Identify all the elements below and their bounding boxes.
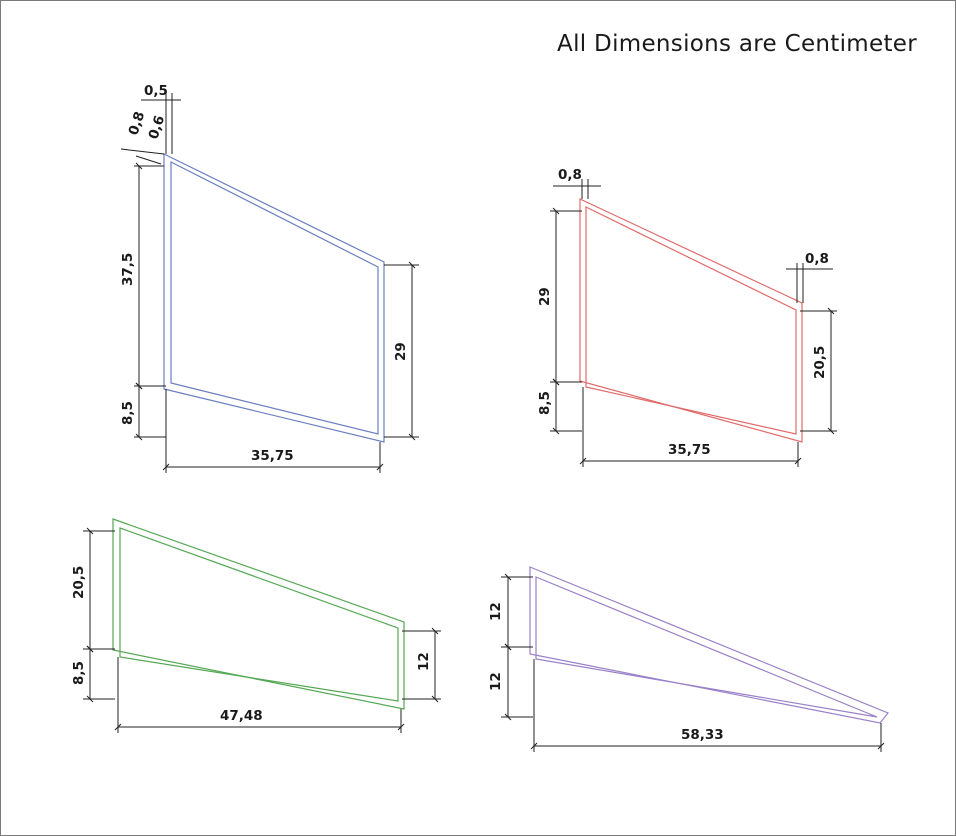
green-label-4748: 47,48 (220, 708, 263, 724)
blue-label-3575: 35,75 (251, 448, 294, 464)
purple-label-12-top: 12 (488, 602, 504, 621)
blue-outer-outline (163, 153, 385, 443)
red-label-08-right: 0,8 (805, 251, 829, 267)
red-label-85: 8,5 (537, 391, 553, 415)
blue-dim-08 (120, 148, 165, 155)
blue-label-85: 8,5 (120, 401, 136, 425)
red-label-08-left: 0,8 (558, 167, 582, 183)
blue-label-08: 0,8 (126, 110, 149, 138)
blue-profile: 0,5 0,8 0,6 37,5 8,5 29 35,75 (120, 83, 419, 473)
red-label-3575: 35,75 (668, 442, 711, 458)
red-inner-outline (585, 206, 797, 435)
purple-label-5833: 58,33 (681, 727, 724, 743)
purple-profile: 12 12 58,33 (488, 566, 889, 752)
blue-inner-outline (170, 161, 379, 435)
green-label-85: 8,5 (71, 661, 87, 685)
red-label-29: 29 (537, 287, 553, 306)
purple-inner-outline (535, 576, 878, 718)
red-profile: 0,8 0,8 29 8,5 20,5 35,75 (537, 167, 837, 467)
purple-label-12-bot: 12 (488, 672, 504, 691)
green-label-12: 12 (416, 652, 432, 671)
page-title: All Dimensions are Centimeter (557, 31, 917, 57)
blue-label-375: 37,5 (120, 253, 136, 286)
green-inner-outline (119, 527, 399, 702)
blue-label-29: 29 (393, 342, 409, 361)
red-label-205: 20,5 (812, 346, 828, 379)
green-outer-outline (112, 518, 405, 710)
blue-label-06: 0,6 (146, 114, 169, 142)
red-outer-outline (579, 198, 803, 443)
green-label-205: 20,5 (71, 566, 87, 599)
blue-label-05: 0,5 (144, 83, 168, 99)
purple-outer-outline (529, 566, 889, 724)
blue-dim-06 (135, 155, 162, 165)
green-profile: 20,5 8,5 12 47,48 (71, 518, 441, 733)
